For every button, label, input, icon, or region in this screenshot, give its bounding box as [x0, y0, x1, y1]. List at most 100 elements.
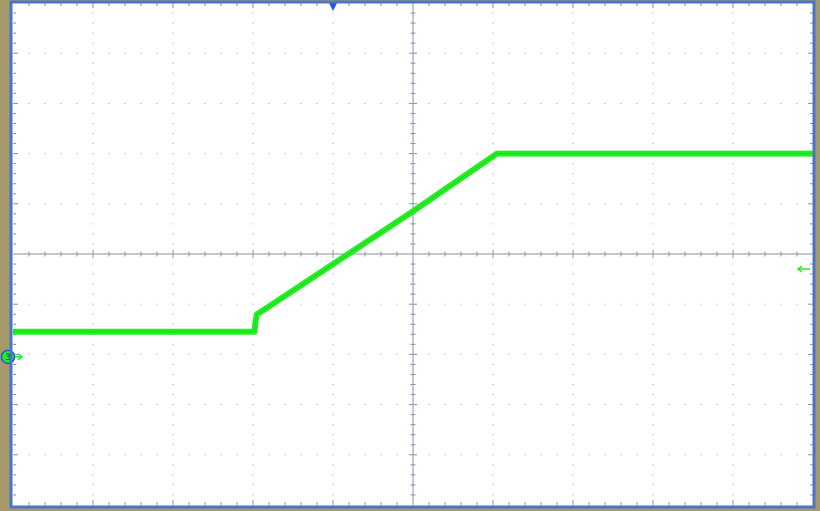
grid-dot: [572, 203, 574, 205]
grid-dot: [332, 122, 334, 124]
grid-dot: [204, 203, 206, 205]
grid-dot: [252, 183, 254, 185]
grid-dot: [556, 353, 558, 355]
grid-dot: [252, 373, 254, 375]
grid-dot: [540, 203, 542, 205]
grid-dot: [444, 52, 446, 54]
grid-dot: [508, 303, 510, 305]
grid-dot: [732, 464, 734, 466]
grid-dot: [92, 82, 94, 84]
grid-dot: [252, 153, 254, 155]
triangle-down-icon[interactable]: [329, 3, 337, 11]
grid-dot: [140, 52, 142, 54]
grid-dot: [252, 394, 254, 396]
grid-dot: [732, 424, 734, 426]
grid-dot: [92, 193, 94, 195]
grid-dot: [92, 12, 94, 14]
grid-dot: [732, 404, 734, 406]
grid-dot: [652, 92, 654, 94]
grid-dot: [172, 243, 174, 245]
grid-dot: [332, 333, 334, 335]
grid-dot: [332, 42, 334, 44]
grid-dot: [28, 404, 30, 406]
grid-dot: [92, 213, 94, 215]
grid-dot: [92, 494, 94, 496]
grid-dot: [492, 384, 494, 386]
grid-dot: [652, 404, 654, 406]
grid-dot: [732, 454, 734, 456]
grid-dot: [396, 52, 398, 54]
grid-dot: [620, 102, 622, 104]
grid-dot: [556, 52, 558, 54]
grid-dot: [460, 353, 462, 355]
trace-line-core: [13, 153, 813, 333]
grid-dot: [652, 343, 654, 345]
grid-dot: [252, 102, 254, 104]
grid-dot: [172, 373, 174, 375]
grid-dot: [332, 92, 334, 94]
grid-dot: [92, 52, 94, 54]
left-arrow-icon[interactable]: [796, 265, 810, 273]
grid-dot: [92, 313, 94, 315]
grid-dot: [92, 464, 94, 466]
grid-dot: [364, 404, 366, 406]
grid-dot: [124, 404, 126, 406]
grid-dot: [652, 32, 654, 34]
grid-dot: [572, 313, 574, 315]
grid-dot: [572, 283, 574, 285]
grid-dot: [156, 353, 158, 355]
grid-dot: [604, 454, 606, 456]
grid-dot: [652, 183, 654, 185]
grid-dot: [748, 102, 750, 104]
grid-dot: [92, 414, 94, 416]
grid-dot: [284, 303, 286, 305]
grid-dot: [300, 203, 302, 205]
grid-dot: [732, 303, 734, 305]
grid-dot: [652, 484, 654, 486]
grid-dot: [92, 293, 94, 295]
grid-dot: [28, 52, 30, 54]
grid-dot: [332, 464, 334, 466]
grid-dot: [492, 183, 494, 185]
grid-dot: [572, 12, 574, 14]
grid-dot: [252, 424, 254, 426]
grid-dot: [252, 223, 254, 225]
grid-dot: [492, 213, 494, 215]
grid-dot: [172, 394, 174, 396]
grid-dot: [732, 183, 734, 185]
grid-dot: [332, 102, 334, 104]
grid-dot: [252, 384, 254, 386]
grid-dot: [668, 353, 670, 355]
grid-dot: [284, 203, 286, 205]
grid-dot: [572, 373, 574, 375]
grid-dot: [748, 353, 750, 355]
grid-dot: [252, 444, 254, 446]
grid-dot: [732, 474, 734, 476]
grid-dot: [332, 283, 334, 285]
grid-dot: [140, 404, 142, 406]
grid-dot: [524, 353, 526, 355]
grid-dot: [572, 484, 574, 486]
grid-dot: [332, 12, 334, 14]
grid-dot: [332, 474, 334, 476]
grid-dot: [652, 62, 654, 64]
grid-dot: [252, 82, 254, 84]
grid-dot: [732, 203, 734, 205]
trace-layer: [13, 150, 813, 335]
grid-dot: [572, 273, 574, 275]
grid-dot: [380, 454, 382, 456]
grid-dot: [332, 373, 334, 375]
grid-dot: [732, 213, 734, 215]
grid-dot: [60, 303, 62, 305]
grid-dot: [108, 52, 110, 54]
grid-dot: [92, 343, 94, 345]
grid-dot: [444, 153, 446, 155]
grid-dot: [332, 444, 334, 446]
grid-dot: [572, 454, 574, 456]
grid-dot: [572, 394, 574, 396]
grid-dot: [700, 52, 702, 54]
grid-dot: [316, 404, 318, 406]
grid-dot: [108, 404, 110, 406]
grid-dot: [172, 273, 174, 275]
grid-dot: [348, 404, 350, 406]
